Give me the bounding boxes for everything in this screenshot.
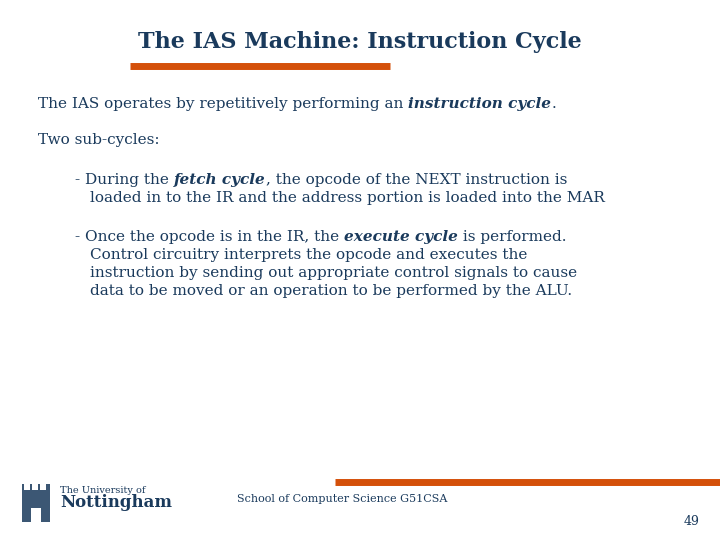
Text: Nottingham: Nottingham (60, 494, 172, 511)
Text: Two sub-cycles:: Two sub-cycles: (38, 133, 160, 147)
Text: , the opcode of the NEXT instruction is: , the opcode of the NEXT instruction is (266, 173, 567, 187)
Text: School of Computer Science G51CSA: School of Computer Science G51CSA (237, 494, 447, 504)
Text: fetch cycle: fetch cycle (174, 173, 266, 187)
Text: data to be moved or an operation to be performed by the ALU.: data to be moved or an operation to be p… (90, 284, 572, 298)
Text: loaded in to the IR and the address portion is loaded into the MAR: loaded in to the IR and the address port… (90, 191, 605, 205)
Text: execute cycle: execute cycle (344, 230, 458, 244)
Text: Control circuitry interprets the opcode and executes the: Control circuitry interprets the opcode … (90, 248, 527, 262)
Text: .: . (552, 97, 556, 111)
Text: - During the: - During the (75, 173, 174, 187)
Text: instruction cycle: instruction cycle (408, 97, 552, 111)
FancyBboxPatch shape (24, 484, 30, 490)
Text: The IAS Machine: Instruction Cycle: The IAS Machine: Instruction Cycle (138, 31, 582, 53)
Text: The IAS operates by repetitively performing an: The IAS operates by repetitively perform… (38, 97, 408, 111)
Text: - Once the opcode is in the IR, the: - Once the opcode is in the IR, the (75, 230, 344, 244)
Text: is performed.: is performed. (458, 230, 567, 244)
Text: The University of: The University of (60, 486, 145, 495)
FancyBboxPatch shape (40, 484, 46, 490)
Text: 49: 49 (684, 515, 700, 528)
Text: instruction by sending out appropriate control signals to cause: instruction by sending out appropriate c… (90, 266, 577, 280)
FancyBboxPatch shape (22, 484, 50, 522)
FancyBboxPatch shape (32, 484, 38, 490)
FancyBboxPatch shape (31, 508, 41, 522)
